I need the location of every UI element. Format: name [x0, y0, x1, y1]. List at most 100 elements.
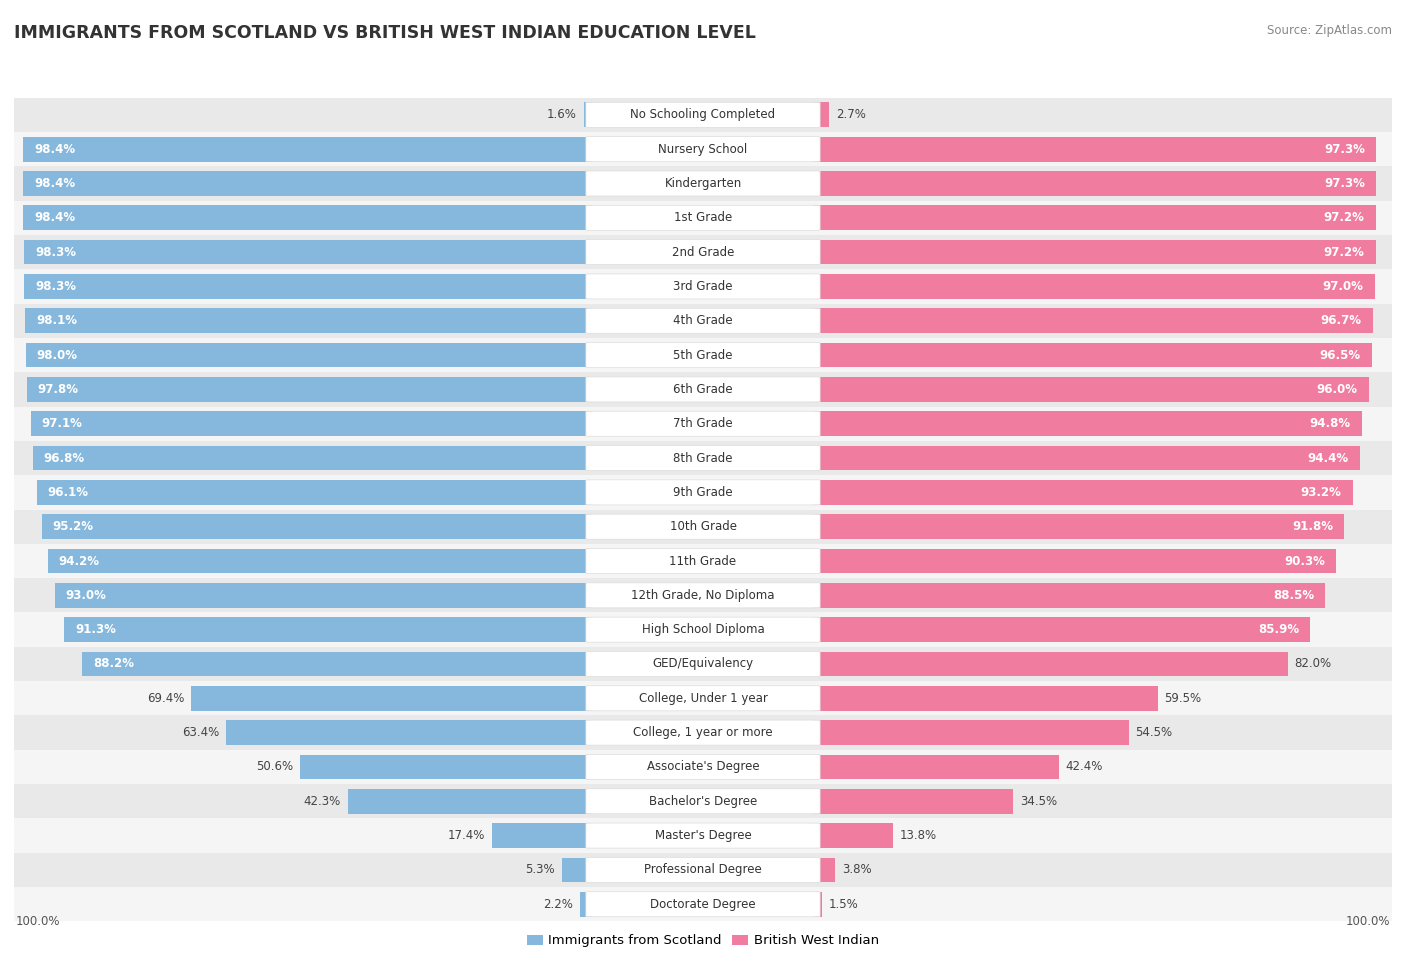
FancyBboxPatch shape — [586, 446, 820, 471]
Bar — [14, 750, 1392, 784]
FancyBboxPatch shape — [586, 514, 820, 539]
Bar — [14, 235, 1392, 269]
Text: 5th Grade: 5th Grade — [673, 349, 733, 362]
Text: 98.1%: 98.1% — [37, 314, 77, 328]
FancyBboxPatch shape — [586, 377, 820, 402]
Text: 88.2%: 88.2% — [93, 657, 135, 671]
Bar — [24, 240, 593, 264]
Text: College, Under 1 year: College, Under 1 year — [638, 692, 768, 705]
Text: 11th Grade: 11th Grade — [669, 555, 737, 567]
Bar — [14, 201, 1392, 235]
Text: 5.3%: 5.3% — [526, 864, 555, 877]
FancyBboxPatch shape — [586, 102, 820, 128]
Text: 2.7%: 2.7% — [835, 108, 866, 121]
Text: 100.0%: 100.0% — [15, 915, 60, 928]
Bar — [813, 274, 1375, 298]
Bar — [813, 823, 893, 848]
Text: 93.2%: 93.2% — [1301, 486, 1341, 499]
Text: 69.4%: 69.4% — [146, 692, 184, 705]
Bar — [27, 377, 593, 402]
Text: Kindergarten: Kindergarten — [665, 177, 741, 190]
Bar — [14, 716, 1392, 750]
Text: 3.8%: 3.8% — [842, 864, 872, 877]
Text: 97.2%: 97.2% — [1324, 246, 1365, 258]
Text: 91.3%: 91.3% — [76, 623, 117, 636]
Text: 82.0%: 82.0% — [1295, 657, 1331, 671]
FancyBboxPatch shape — [586, 171, 820, 196]
Bar — [14, 682, 1392, 716]
Bar — [813, 480, 1353, 505]
Bar — [14, 303, 1392, 338]
Text: 4th Grade: 4th Grade — [673, 314, 733, 328]
Text: 96.8%: 96.8% — [44, 451, 84, 464]
Bar — [813, 515, 1344, 539]
Bar — [813, 721, 1129, 745]
Bar — [813, 172, 1376, 196]
Bar — [347, 789, 593, 813]
Bar — [25, 343, 593, 368]
Text: No Schooling Completed: No Schooling Completed — [630, 108, 776, 121]
Text: Doctorate Degree: Doctorate Degree — [650, 898, 756, 911]
FancyBboxPatch shape — [586, 755, 820, 779]
Bar — [14, 441, 1392, 475]
Text: 7th Grade: 7th Grade — [673, 417, 733, 430]
Bar — [14, 132, 1392, 167]
Bar — [14, 372, 1392, 407]
Bar — [813, 583, 1326, 607]
Bar — [191, 686, 593, 711]
Bar — [24, 206, 593, 230]
Text: High School Diploma: High School Diploma — [641, 623, 765, 636]
Text: 97.1%: 97.1% — [42, 417, 83, 430]
Text: 100.0%: 100.0% — [1346, 915, 1391, 928]
Text: Master's Degree: Master's Degree — [655, 829, 751, 842]
Text: 59.5%: 59.5% — [1164, 692, 1202, 705]
Bar — [813, 343, 1372, 368]
FancyBboxPatch shape — [586, 583, 820, 607]
Bar — [562, 858, 593, 882]
Bar — [14, 544, 1392, 578]
FancyBboxPatch shape — [586, 411, 820, 436]
Bar — [55, 583, 593, 607]
Text: 97.0%: 97.0% — [1323, 280, 1364, 292]
Bar — [813, 549, 1336, 573]
FancyBboxPatch shape — [586, 651, 820, 677]
Bar — [14, 887, 1392, 921]
Bar — [813, 892, 823, 916]
Bar — [14, 510, 1392, 544]
Bar — [813, 308, 1372, 333]
FancyBboxPatch shape — [586, 480, 820, 505]
FancyBboxPatch shape — [586, 789, 820, 814]
Text: 97.8%: 97.8% — [38, 383, 79, 396]
Bar — [65, 617, 593, 642]
FancyBboxPatch shape — [586, 892, 820, 916]
Text: 13.8%: 13.8% — [900, 829, 938, 842]
Bar — [492, 823, 593, 848]
Text: 10th Grade: 10th Grade — [669, 521, 737, 533]
Text: 98.4%: 98.4% — [34, 142, 76, 156]
Bar — [24, 136, 593, 162]
Bar — [813, 411, 1362, 436]
Bar — [813, 755, 1059, 779]
Bar — [14, 167, 1392, 201]
Text: 97.3%: 97.3% — [1324, 177, 1365, 190]
Bar — [14, 338, 1392, 372]
Bar — [813, 136, 1376, 162]
Text: 9th Grade: 9th Grade — [673, 486, 733, 499]
Text: 96.5%: 96.5% — [1320, 349, 1361, 362]
FancyBboxPatch shape — [586, 342, 820, 368]
FancyBboxPatch shape — [586, 308, 820, 333]
FancyBboxPatch shape — [586, 206, 820, 230]
Text: Source: ZipAtlas.com: Source: ZipAtlas.com — [1267, 24, 1392, 37]
Bar — [14, 98, 1392, 132]
Text: Nursery School: Nursery School — [658, 142, 748, 156]
Text: 97.2%: 97.2% — [1324, 212, 1365, 224]
Text: 96.0%: 96.0% — [1317, 383, 1358, 396]
Text: 96.1%: 96.1% — [48, 486, 89, 499]
Bar — [813, 789, 1012, 813]
Text: 50.6%: 50.6% — [256, 760, 292, 773]
Text: 34.5%: 34.5% — [1019, 795, 1057, 807]
Bar — [583, 102, 593, 127]
Bar — [813, 102, 830, 127]
Text: 2nd Grade: 2nd Grade — [672, 246, 734, 258]
FancyBboxPatch shape — [586, 857, 820, 882]
